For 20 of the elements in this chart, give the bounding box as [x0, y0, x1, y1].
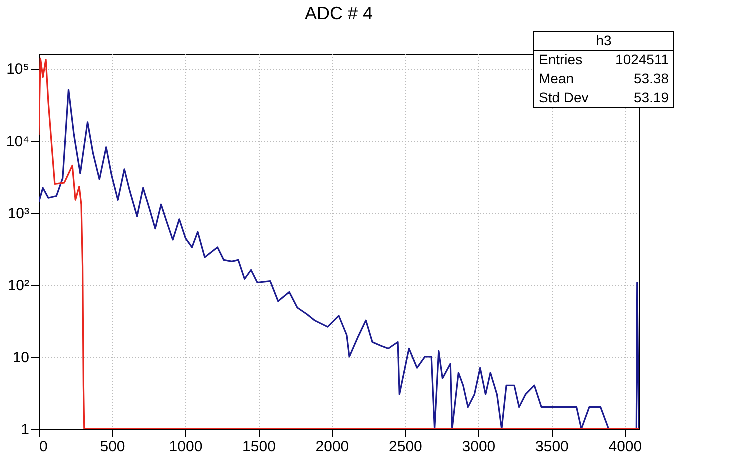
- text: Std Dev 53.19: [539, 90, 669, 106]
- x-tick-label: 1500: [242, 438, 276, 456]
- x-tick-label: 4000: [608, 438, 642, 456]
- chart-title: ADC # 4: [304, 4, 374, 24]
- x-tick-label: 3000: [462, 438, 496, 456]
- y-tick-label: 10⁵: [6, 61, 30, 78]
- x-tick-label: 0: [40, 438, 48, 456]
- y-tick-label: 10⁴: [6, 133, 30, 150]
- x-tick-label: 1000: [169, 438, 203, 456]
- y-tick-label: 10: [12, 349, 30, 366]
- y-tick-label: 10³: [8, 205, 30, 222]
- text: h3: [596, 32, 612, 48]
- y-tick-label: 1: [21, 422, 30, 438]
- y-tick-label: 10²: [8, 277, 30, 294]
- text: Mean 53.38: [539, 70, 669, 86]
- x-tick-label: 2500: [389, 438, 422, 456]
- x-tick-label: 3500: [536, 438, 569, 456]
- x-tick-label: 500: [100, 438, 126, 456]
- x-tick-label: 2000: [316, 438, 350, 456]
- text: Entries 1024511: [539, 52, 669, 68]
